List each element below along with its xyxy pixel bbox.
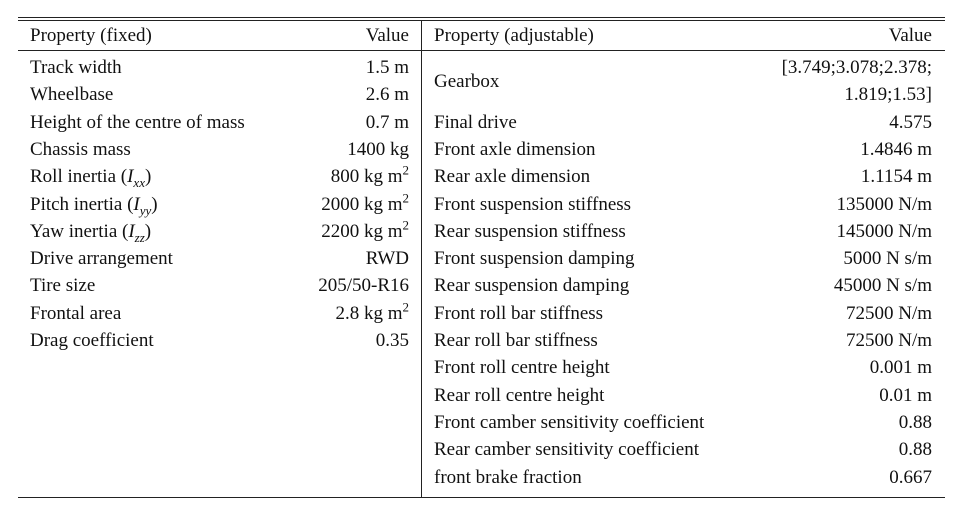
property-cell: Yaw inertia (Izz) [30,218,151,245]
property-cell: Roll inertia (Ixx) [30,163,151,190]
text: 2200 kg m [321,220,403,242]
value-cell: 0.667 [889,466,932,488]
math-var: I [128,220,135,242]
property-cell: Rear roll centre height [434,384,605,406]
value-cell: 0.35 [375,330,409,351]
value-cell: 1.4846 m [860,138,932,160]
text: ) [151,193,158,215]
value-cell: 2.8 kg m2 [335,300,409,327]
property-cell: Drive arrangement [30,248,173,270]
text: ) [144,220,152,242]
property-cell: Drag coefficient [30,330,154,351]
value-cell: RWD [365,248,409,270]
script: 2 [402,299,410,315]
value-cell: 72500 N/m [845,302,932,324]
property-cell: Track width [30,57,122,78]
property-cell: Pitch inertia (Iyy) [30,191,158,218]
text: 1.819;1.53] [844,84,932,106]
header-cell: Value [888,24,932,46]
value-cell: 205/50-R16 [318,275,409,297]
script: zz [134,229,145,245]
top-rule [18,20,945,21]
property-cell: Wheelbase [30,84,114,106]
value-cell: 2200 kg m2 [321,218,409,245]
property-cell: Rear suspension damping [434,275,630,297]
value-cell: 0.88 [898,411,932,433]
value-cell: 1400 kg [347,138,409,160]
script: yy [139,202,152,218]
script: xx [133,174,145,190]
math-var: I [133,193,140,215]
value-cell: 0.001 m [869,357,932,379]
property-cell: Front roll centre height [434,357,610,379]
property-cell: Rear suspension stiffness [434,220,626,242]
text: [3.749;3.078;2.378; [781,57,932,78]
script: 2 [402,162,410,178]
value-cell: [3.749;3.078;2.378; [782,54,932,81]
value-cell: 2000 kg m2 [321,191,409,218]
property-cell: Front roll bar stiffness [434,302,604,324]
property-cell: Rear camber sensitivity coefficient [434,439,700,461]
text: Pitch inertia ( [30,193,134,215]
value-cell: 0.01 m [879,384,932,406]
value-cell: 0.88 [898,439,932,461]
property-cell: Rear roll bar stiffness [434,330,598,351]
text: 2000 kg m [321,193,403,215]
text: 2.8 kg m [335,302,403,324]
property-cell: Front suspension stiffness [434,193,632,215]
bottom-rule [18,497,945,498]
script: 2 [402,217,410,233]
value-cell: 1.5 m [365,57,409,78]
property-cell: front brake fraction [434,466,582,488]
math-var: I [127,166,134,188]
property-cell: Height of the centre of mass [30,111,245,133]
value-cell: 145000 N/m [836,220,932,242]
text: Roll inertia ( [30,166,128,188]
property-cell: Chassis mass [30,138,131,160]
value-cell: 0.7 m [365,111,409,133]
property-cell: Front suspension damping [434,248,635,270]
header-cell: Property (fixed) [30,24,152,46]
value-cell: 2.6 m [365,84,409,106]
header-cell: Value [365,24,409,46]
property-cell: Final drive [434,111,517,133]
value-cell: 1.1154 m [860,166,932,188]
value-cell: 4.575 [889,111,932,133]
script: 2 [402,190,410,206]
property-cell: Front camber sensitivity coefficient [434,411,705,433]
header-rule [18,50,945,51]
value-cell: 72500 N/m [845,330,932,351]
value-cell: 1.819;1.53] [844,81,932,108]
property-cell: Front axle dimension [434,138,596,160]
header-cell: Property (adjustable) [434,24,594,46]
text: Yaw inertia ( [30,220,129,242]
column-divider [421,20,422,498]
value-cell: 5000 N s/m [843,248,932,270]
property-cell: Rear axle dimension [434,166,591,188]
value-cell: 45000 N s/m [833,275,932,297]
property-cell: Tire size [30,275,96,297]
text: 800 kg m [330,166,403,188]
text: ) [144,166,152,188]
value-cell: 800 kg m2 [331,163,409,190]
property-cell: Gearbox [434,70,500,92]
property-cell: Frontal area [30,302,122,324]
value-cell: 135000 N/m [836,193,932,215]
top-rule [18,17,945,18]
